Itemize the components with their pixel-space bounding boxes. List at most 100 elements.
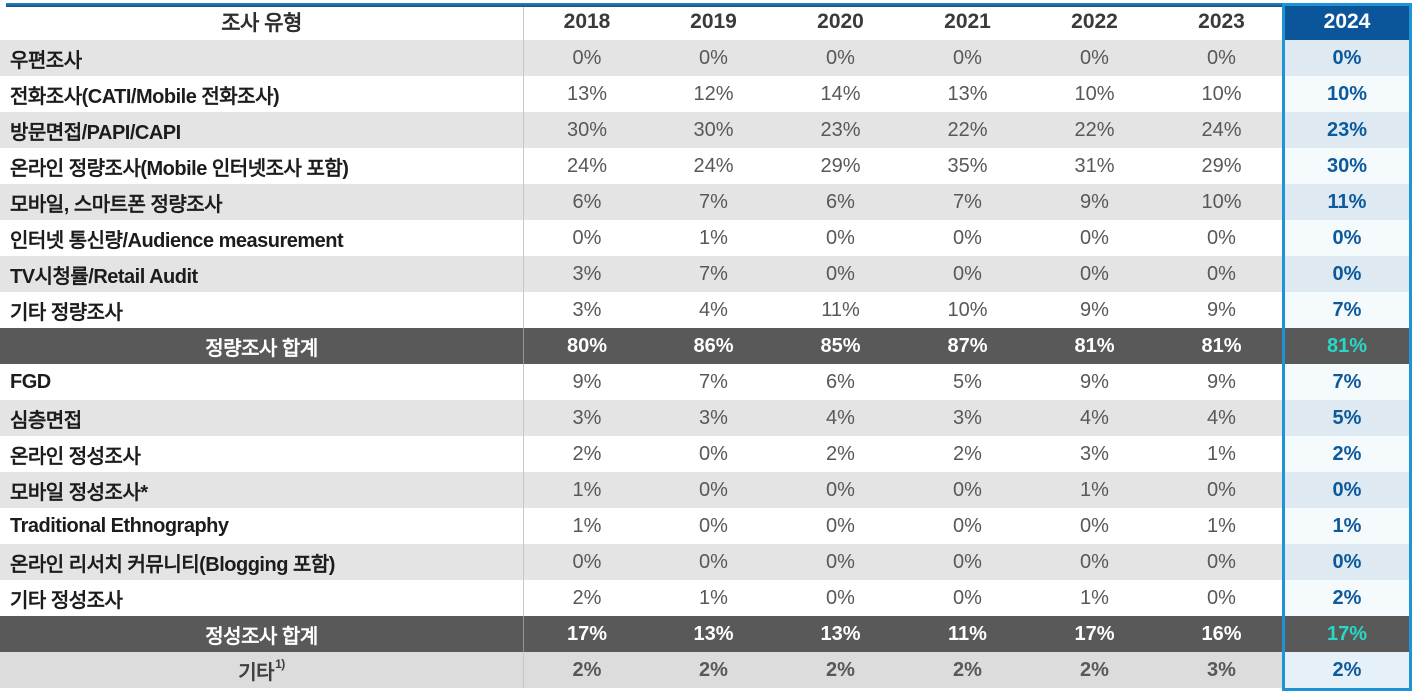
value-cell: 30% (523, 112, 650, 148)
value-cell: 13% (523, 76, 650, 112)
value-cell: 17% (1074, 622, 1115, 645)
table-row: 기타 정량조사 3% 4% 11% 10% 9% 9% 7% (0, 292, 1409, 328)
row-label: 정성조사 합계 (205, 625, 318, 648)
column-header-2021: 2021 (944, 9, 991, 33)
value-cell: 12% (693, 82, 734, 105)
value-cell: 1% (1080, 478, 1109, 501)
column-header-2024: 2024 (1285, 3, 1409, 40)
value-cell: 3% (523, 256, 650, 292)
value-cell-2024: 10% (1285, 76, 1409, 112)
value-cell: 17% (523, 616, 650, 652)
row-label: 온라인 정량조사(Mobile 인터넷조사 포함) (10, 157, 349, 180)
summary-row: 정성조사 합계 17% 13% 13% 11% 17% 16% 17% (0, 616, 1409, 652)
value-cell: 22% (947, 118, 988, 141)
value-cell: 3% (1207, 658, 1236, 681)
value-cell-2024: 81% (1285, 328, 1409, 364)
column-header-survey-type: 조사 유형 (221, 11, 302, 35)
value-cell: 0% (826, 478, 855, 501)
value-cell: 9% (1080, 190, 1109, 213)
value-cell: 2% (523, 580, 650, 616)
value-cell: 10% (1074, 82, 1115, 105)
value-cell: 0% (699, 550, 728, 573)
value-cell: 3% (523, 292, 650, 328)
value-cell: 0% (953, 226, 982, 249)
value-cell: 2% (699, 658, 728, 681)
value-cell: 0% (953, 262, 982, 285)
value-cell: 0% (1080, 514, 1109, 537)
value-cell: 0% (699, 46, 728, 69)
value-cell: 0% (953, 514, 982, 537)
value-cell: 0% (953, 46, 982, 69)
column-header-2018: 2018 (523, 3, 650, 40)
value-cell: 0% (826, 226, 855, 249)
value-cell: 86% (693, 334, 734, 357)
value-cell: 85% (820, 334, 861, 357)
value-cell: 0% (1207, 262, 1236, 285)
value-cell: 80% (523, 328, 650, 364)
row-label: 온라인 리서치 커뮤니티(Blogging 포함) (10, 553, 335, 576)
table-row: 모바일, 스마트폰 정량조사 6% 7% 6% 7% 9% 10% 11% (0, 184, 1409, 220)
row-label: 전화조사(CATI/Mobile 전화조사) (10, 85, 280, 108)
value-cell: 0% (1207, 226, 1236, 249)
value-cell: 3% (699, 406, 728, 429)
value-cell: 1% (1207, 442, 1236, 465)
value-cell: 30% (693, 118, 734, 141)
value-cell: 9% (1207, 298, 1236, 321)
value-cell-2024: 0% (1285, 40, 1409, 76)
table-row: 우편조사 0% 0% 0% 0% 0% 0% 0% (0, 40, 1409, 76)
value-cell-2024: 5% (1285, 400, 1409, 436)
value-cell: 0% (1080, 226, 1109, 249)
value-cell-2024: 0% (1285, 256, 1409, 292)
value-cell: 2% (826, 442, 855, 465)
value-cell: 0% (1207, 46, 1236, 69)
value-cell: 23% (820, 118, 861, 141)
row-label: 기타 정성조사 (10, 589, 123, 612)
value-cell: 0% (1207, 586, 1236, 609)
value-cell: 4% (826, 406, 855, 429)
value-cell: 0% (699, 514, 728, 537)
table-row: 심층면접 3% 3% 4% 3% 4% 4% 5% (0, 400, 1409, 436)
value-cell: 10% (1201, 190, 1242, 213)
value-cell: 1% (699, 586, 728, 609)
value-cell: 2% (523, 436, 650, 472)
value-cell: 13% (947, 82, 988, 105)
value-cell: 24% (693, 154, 734, 177)
value-cell: 6% (826, 370, 855, 393)
value-cell: 11% (948, 622, 987, 645)
value-cell: 81% (1074, 334, 1115, 357)
value-cell-2024: 0% (1285, 544, 1409, 580)
value-cell: 7% (953, 190, 982, 213)
row-label: 모바일, 스마트폰 정량조사 (10, 193, 223, 216)
row-label: FGD (10, 370, 51, 393)
value-cell: 13% (693, 622, 734, 645)
value-cell: 2% (953, 442, 982, 465)
value-cell: 0% (523, 220, 650, 256)
column-header-2023: 2023 (1198, 9, 1245, 33)
value-cell: 9% (1080, 370, 1109, 393)
value-cell: 0% (1207, 550, 1236, 573)
value-cell: 1% (523, 472, 650, 508)
row-label: 기타 1) (238, 657, 285, 684)
table-row: Traditional Ethnography 1% 0% 0% 0% 0% 1% 1% (0, 508, 1409, 544)
value-cell-2024: 23% (1285, 112, 1409, 148)
value-cell: 81% (1201, 334, 1242, 357)
value-cell: 2% (1080, 658, 1109, 681)
table-row: 모바일 정성조사* 1% 0% 0% 0% 1% 0% 0% (0, 472, 1409, 508)
value-cell: 31% (1074, 154, 1115, 177)
row-label: 방문면접/PAPI/CAPI (10, 121, 181, 144)
value-cell: 2% (523, 652, 650, 688)
value-cell-2024: 0% (1285, 220, 1409, 256)
row-label: 모바일 정성조사* (10, 481, 148, 504)
table-row: 기타 1) 2% 2% 2% 2% 2% 3% 2% (0, 652, 1409, 688)
table-body: 우편조사 0% 0% 0% 0% 0% 0% 0% 전화조사(CATI/Mobile 전화조사)… (0, 40, 1409, 688)
table-row: 온라인 정성조사 2% 0% 2% 2% 3% 1% 2% (0, 436, 1409, 472)
value-cell: 0% (826, 46, 855, 69)
table-row: 전화조사(CATI/Mobile 전화조사) 13% 12% 14% 13% 10% 10%… (0, 76, 1409, 112)
summary-row: 정량조사 합계 80% 86% 85% 87% 81% 81% 81% (0, 328, 1409, 364)
column-header-2020: 2020 (817, 9, 864, 33)
value-cell: 2% (826, 658, 855, 681)
value-cell: 10% (947, 298, 988, 321)
table-row: TV시청률/Retail Audit 3% 7% 0% 0% 0% 0% 0% (0, 256, 1409, 292)
value-cell: 4% (699, 298, 728, 321)
value-cell-2024: 1% (1285, 508, 1409, 544)
